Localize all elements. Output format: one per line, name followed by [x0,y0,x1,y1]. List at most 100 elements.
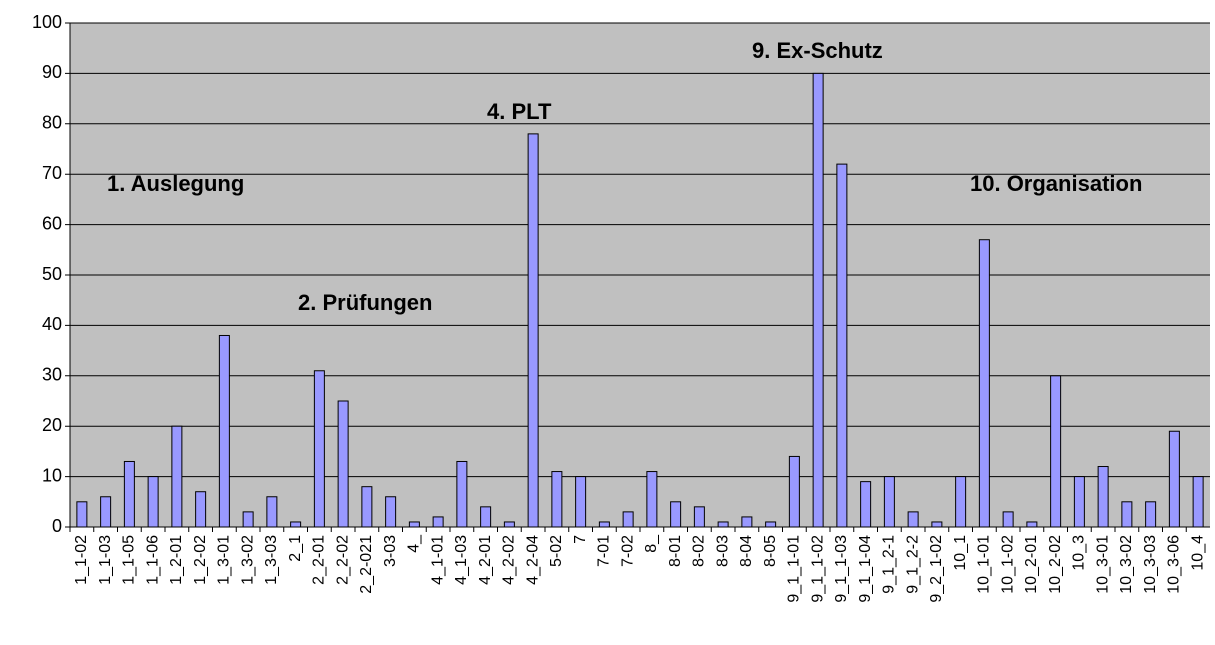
x-tick-label: 10_4 [1189,535,1206,571]
bar [812,72,824,528]
x-tick-label: 4_2-02 [501,535,518,585]
y-tick-label: 40 [42,314,62,334]
x-tick-label: 10_1 [952,535,969,571]
bar [883,476,895,528]
bar [313,370,325,528]
x-tick-label: 4_2-01 [477,535,494,585]
x-tick-label: 9_1_1-02 [809,535,826,603]
bar [670,501,682,528]
bar [432,516,444,528]
x-tick-label: 9_1_1-01 [786,535,803,603]
x-tick-label: 4_2-04 [524,535,541,585]
bar [622,511,634,528]
bar [1192,476,1204,528]
bar [955,476,967,528]
x-tick-label: 2_2-02 [334,535,351,585]
y-tick-label: 70 [42,163,62,183]
annotation: 10. Organisation [970,171,1142,196]
x-tick-label: 8-01 [667,535,684,567]
x-tick-label: 1_2-02 [192,535,209,585]
bar [1073,476,1085,528]
bar [741,516,753,528]
bar [598,521,610,528]
x-tick-label: 10_3 [1071,535,1088,571]
x-tick-label: 10_1-02 [999,535,1016,594]
x-tick-label: 8-03 [714,535,731,567]
bar [836,163,848,528]
x-tick-label: 10_1-01 [976,535,993,594]
x-tick-label: 4_ [406,534,423,553]
bar [290,521,302,528]
x-tick-label: 8-04 [738,535,755,567]
x-tick-label: 9_1_1-04 [857,535,874,603]
y-tick-label: 0 [52,516,62,536]
bar [527,133,539,528]
x-tick-label: 8_ [643,534,660,553]
annotation: 4. PLT [487,99,552,124]
bar [1121,501,1133,528]
annotation: 9. Ex-Schutz [752,38,883,63]
x-tick-label: 2_2-021 [358,535,375,594]
bar [456,460,468,528]
y-tick-label: 10 [42,465,62,485]
bar [1050,375,1062,528]
bar [575,476,587,528]
bar [337,400,349,528]
x-tick-label: 5-02 [548,535,565,567]
x-tick-label: 9_1_2-2 [904,535,921,594]
y-tick-label: 100 [32,12,62,32]
bar [123,460,135,528]
x-tick-label: 4_1-01 [429,535,446,585]
bar [480,506,492,528]
y-tick-label: 90 [42,62,62,82]
bar [195,491,207,528]
bar [361,486,373,528]
x-tick-label: 10_3-03 [1142,535,1159,594]
x-tick-label: 10_3-02 [1118,535,1135,594]
x-tick-label: 8-05 [762,535,779,567]
x-tick-label: 10_2-02 [1047,535,1064,594]
x-tick-label: 1_3-01 [216,535,233,585]
y-tick-label: 20 [42,415,62,435]
bar [171,425,183,528]
x-tick-label: 2_2-01 [311,535,328,585]
bar [693,506,705,528]
x-tick-label: 9_1_2-1 [881,535,898,594]
x-tick-label: 3-03 [382,535,399,567]
annotation: 1. Auslegung [107,171,244,196]
x-tick-label: 10_2-01 [1023,535,1040,594]
bar [1026,521,1038,528]
bar [978,239,990,528]
x-tick-label: 4_1-03 [453,535,470,585]
bar [860,481,872,528]
x-tick-label: 1_1-03 [97,535,114,585]
bar [76,501,88,528]
x-tick-label: 7-02 [619,535,636,567]
bar [218,334,230,528]
x-tick-label: 1_1-05 [121,535,138,585]
bar [551,471,563,528]
bar [1097,466,1109,528]
bar [1145,501,1157,528]
bar [242,511,254,528]
annotation: 2. Prüfungen [298,290,432,315]
x-tick-label: 7-01 [596,535,613,567]
y-tick-label: 80 [42,113,62,133]
bar [408,521,420,528]
y-tick-label: 60 [42,213,62,233]
x-tick-label: 1_1-02 [73,535,90,585]
bar [788,455,800,528]
bar [765,521,777,528]
x-tick-label: 1_3-02 [239,535,256,585]
bar [503,521,515,528]
y-tick-label: 30 [42,365,62,385]
x-tick-label: 10_3-06 [1166,535,1183,594]
bar [266,496,278,528]
bar [931,521,943,528]
bar [1168,430,1180,528]
bar [385,496,397,528]
bar [100,496,112,528]
x-tick-label: 1_3-03 [263,535,280,585]
x-tick-label: 7 [572,535,589,544]
